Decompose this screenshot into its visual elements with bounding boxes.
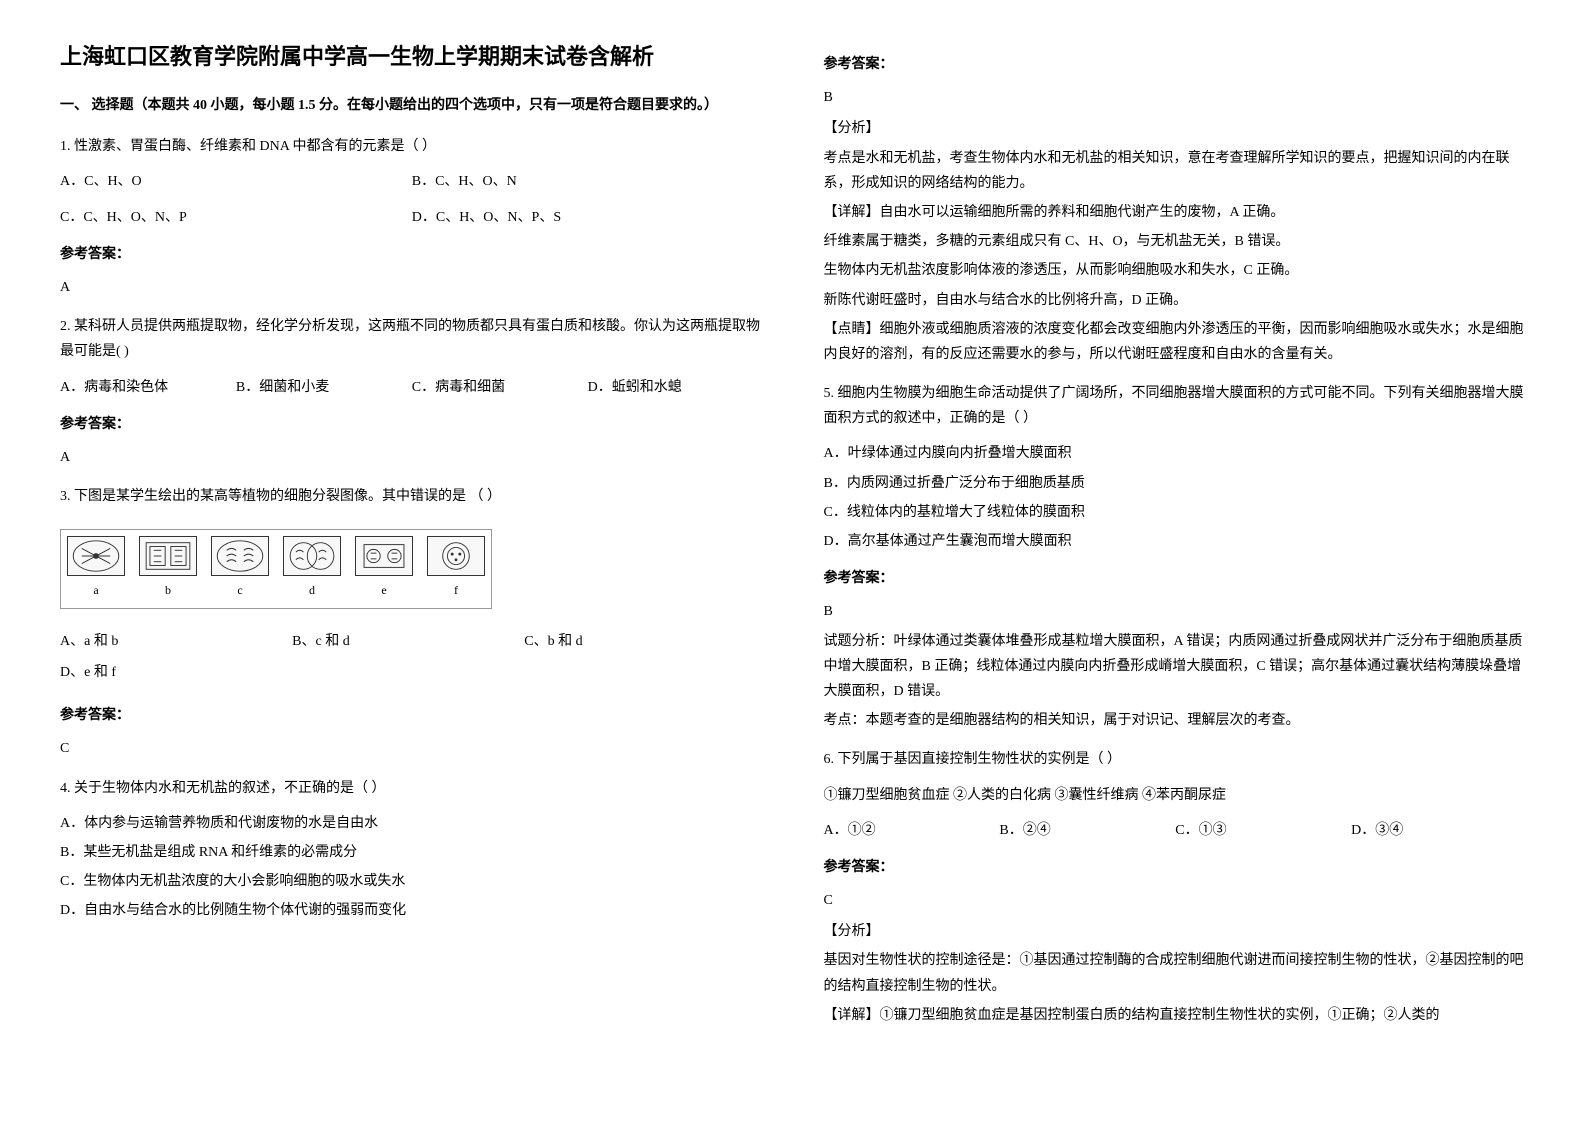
q1-options-row1: A．C、H、O B．C、H、O、N: [60, 169, 764, 194]
q5-stem: 5. 细胞内生物膜为细胞生命活动提供了广阔场所，不同细胞器增大膜面积的方式可能不…: [824, 381, 1528, 431]
q6-answer: C: [824, 888, 1528, 913]
q5-answer-label: 参考答案：: [824, 566, 1528, 591]
cell-f-label: f: [454, 580, 458, 602]
q4-optD: D．自由水与结合水的比例随生物个体代谢的强弱而变化: [60, 898, 764, 923]
cell-b-box: b: [139, 536, 197, 602]
q5-optA: A．叶绿体通过内膜向内折叠增大膜面积: [824, 441, 1528, 466]
q3-stem: 3. 下图是某学生绘出的某高等植物的细胞分裂图像。其中错误的是 （ ）: [60, 484, 764, 509]
q4-answer: B: [824, 85, 1528, 110]
q6-stem: 6. 下列属于基因直接控制生物性状的实例是（ ）: [824, 747, 1528, 772]
q3-answer-label: 参考答案：: [60, 703, 764, 728]
q6-items: ①镰刀型细胞贫血症 ②人类的白化病 ③囊性纤维病 ④苯丙酮尿症: [824, 783, 1528, 808]
q2-answer-label: 参考答案：: [60, 412, 764, 437]
cell-e-label: e: [381, 580, 386, 602]
q2-options: A．病毒和染色体 B．细菌和小麦 C．病毒和细菌 D．蚯蚓和水螅: [60, 375, 764, 400]
q3-figure: a b c d: [60, 529, 492, 609]
q1-optC: C．C、H、O、N、P: [60, 205, 412, 230]
q5-analysis: 试题分析：叶绿体通过类囊体堆叠形成基粒增大膜面积，A 错误；内质网通过折叠成网状…: [824, 629, 1528, 705]
q2-optA: A．病毒和染色体: [60, 375, 236, 400]
q1-optB: B．C、H、O、N: [412, 169, 764, 194]
q6-optC: C．①③: [1175, 818, 1351, 843]
q4-point: 【点睛】细胞外液或细胞质溶液的浓度变化都会改变细胞内外渗透压的平衡，因而影响细胞…: [824, 317, 1528, 367]
cell-a-label: a: [93, 580, 98, 602]
q5-kaodian-label: 考点：: [824, 713, 866, 728]
cell-f-box: f: [427, 536, 485, 602]
q1-optD: D．C、H、O、N、P、S: [412, 205, 764, 230]
q3-optB: B、c 和 d: [292, 629, 524, 654]
q4-analysis: 考点是水和无机盐，考查生物体内水和无机盐的相关知识，意在考查理解所学知识的要点，…: [824, 146, 1528, 196]
q6-detail-label: 【详解】: [824, 1008, 880, 1023]
q4-point-label: 【点睛】: [824, 322, 880, 337]
q1-options-row2: C．C、H、O、N、P D．C、H、O、N、P、S: [60, 205, 764, 230]
q4-point-text: 细胞外液或细胞质溶液的浓度变化都会改变细胞内外渗透压的平衡，因而影响细胞吸水或失…: [824, 322, 1524, 362]
q1-stem: 1. 性激素、胃蛋白酶、纤维素和 DNA 中都含有的元素是（ ）: [60, 134, 764, 159]
q1-answer: A: [60, 275, 764, 300]
q5-kaodian: 考点：本题考查的是细胞器结构的相关知识，属于对识记、理解层次的考查。: [824, 708, 1528, 733]
cell-e-box: e: [355, 536, 413, 602]
q3-optD: D、e 和 f: [60, 660, 292, 685]
q5-kaodian-text: 本题考查的是细胞器结构的相关知识，属于对识记、理解层次的考查。: [866, 713, 1300, 728]
cell-a-box: a: [67, 536, 125, 602]
q2-stem: 2. 某科研人员提供两瓶提取物，经化学分析发现，这两瓶不同的物质都只具有蛋白质和…: [60, 314, 764, 364]
q3-answer: C: [60, 736, 764, 761]
q5-optC: C．线粒体内的基粒增大了线粒体的膜面积: [824, 500, 1528, 525]
q6-answer-label: 参考答案：: [824, 855, 1528, 880]
q4-detail: 【详解】自由水可以运输细胞所需的养料和细胞代谢产生的废物，A 正确。: [824, 200, 1528, 225]
q4-optB: B．某些无机盐是组成 RNA 和纤维素的必需成分: [60, 840, 764, 865]
q5-analysis-label: 试题分析：: [824, 634, 894, 649]
q3-optC: C、b 和 d: [524, 629, 756, 654]
q2-optD: D．蚯蚓和水螅: [588, 375, 764, 400]
q3-options: A、a 和 b B、c 和 d C、b 和 d D、e 和 f: [60, 629, 764, 691]
q4-detail2: 纤维素属于糖类，多糖的元素组成只有 C、H、O，与无机盐无关，B 错误。: [824, 229, 1528, 254]
right-column: 参考答案： B 【分析】 考点是水和无机盐，考查生物体内水和无机盐的相关知识，意…: [824, 40, 1528, 1032]
cell-b: [139, 536, 197, 576]
cell-f: [427, 536, 485, 576]
q6-detail: 【详解】①镰刀型细胞贫血症是基因控制蛋白质的结构直接控制生物性状的实例，①正确；…: [824, 1003, 1528, 1028]
q2-optC: C．病毒和细菌: [412, 375, 588, 400]
cell-c-box: c: [211, 536, 269, 602]
page-columns: 上海虹口区教育学院附属中学高一生物上学期期末试卷含解析 一、 选择题（本题共 4…: [60, 40, 1527, 1032]
q2-answer: A: [60, 445, 764, 470]
q6-options: A．①② B．②④ C．①③ D．③④: [824, 818, 1528, 843]
q4-detail1: 自由水可以运输细胞所需的养料和细胞代谢产生的废物，A 正确。: [880, 205, 1285, 220]
q5-answer: B: [824, 599, 1528, 624]
q4-optA: A．体内参与运输营养物质和代谢废物的水是自由水: [60, 811, 764, 836]
section-intro: 一、 选择题（本题共 40 小题，每小题 1.5 分。在每小题给出的四个选项中，…: [60, 93, 764, 118]
q1-answer-label: 参考答案：: [60, 242, 764, 267]
q4-detail4: 新陈代谢旺盛时，自由水与结合水的比例将升高，D 正确。: [824, 288, 1528, 313]
q4-answer-label: 参考答案：: [824, 52, 1528, 77]
q5-optD: D．高尔基体通过产生囊泡而增大膜面积: [824, 529, 1528, 554]
cell-c: [211, 536, 269, 576]
q1-optA: A．C、H、O: [60, 169, 412, 194]
q5-analysis-text: 叶绿体通过类囊体堆叠形成基粒增大膜面积，A 错误；内质网通过折叠成网状并广泛分布…: [824, 634, 1523, 699]
cell-d-box: d: [283, 536, 341, 602]
cell-a: [67, 536, 125, 576]
q3-figure-row: a b c d: [67, 536, 485, 602]
q4-analysis-label: 【分析】: [824, 116, 1528, 141]
q4-detail3: 生物体内无机盐浓度影响体液的渗透压，从而影响细胞吸水和失水，C 正确。: [824, 258, 1528, 283]
q4-stem: 4. 关于生物体内水和无机盐的叙述，不正确的是（ ）: [60, 776, 764, 801]
cell-b-label: b: [165, 580, 171, 602]
cell-c-label: c: [237, 580, 242, 602]
q6-detail-text: ①镰刀型细胞贫血症是基因控制蛋白质的结构直接控制生物性状的实例，①正确；②人类的: [880, 1008, 1440, 1023]
cell-d-label: d: [309, 580, 315, 602]
left-column: 上海虹口区教育学院附属中学高一生物上学期期末试卷含解析 一、 选择题（本题共 4…: [60, 40, 764, 1032]
q4-detail-label: 【详解】: [824, 205, 880, 220]
q6-optB: B．②④: [999, 818, 1175, 843]
q4-optC: C．生物体内无机盐浓度的大小会影响细胞的吸水或失水: [60, 869, 764, 894]
q6-optD: D．③④: [1351, 818, 1527, 843]
q3-optA: A、a 和 b: [60, 629, 292, 654]
q6-analysis: 基因对生物性状的控制途径是：①基因通过控制酶的合成控制细胞代谢进而间接控制生物的…: [824, 948, 1528, 998]
q5-optB: B．内质网通过折叠广泛分布于细胞质基质: [824, 471, 1528, 496]
q6-optA: A．①②: [824, 818, 1000, 843]
cell-d: [283, 536, 341, 576]
q2-optB: B．细菌和小麦: [236, 375, 412, 400]
cell-e: [355, 536, 413, 576]
q6-analysis-label: 【分析】: [824, 919, 1528, 944]
document-title: 上海虹口区教育学院附属中学高一生物上学期期末试卷含解析: [60, 40, 764, 73]
